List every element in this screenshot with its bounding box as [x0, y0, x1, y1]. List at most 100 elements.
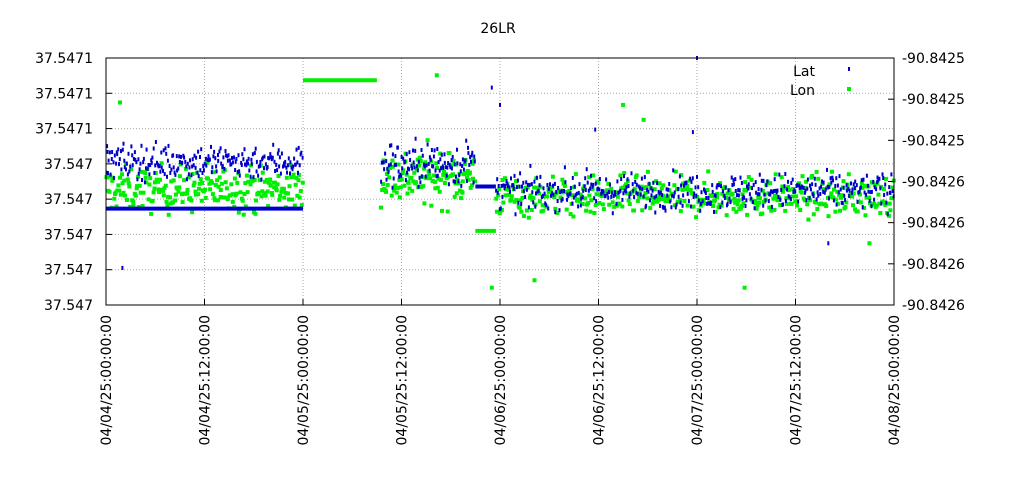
lon-point — [672, 203, 677, 208]
lat-point — [648, 181, 651, 186]
lat-point — [886, 191, 889, 196]
lat-point — [121, 147, 124, 152]
lon-point — [276, 174, 281, 178]
lat-point — [770, 204, 773, 209]
lat-point — [143, 180, 146, 185]
lat-point — [470, 153, 473, 158]
lat-point — [184, 159, 187, 164]
lat-point — [592, 182, 595, 187]
lat-point — [859, 185, 862, 190]
lat-point — [123, 158, 126, 163]
lat-point — [600, 191, 603, 196]
lat-point — [853, 186, 856, 190]
lat-point — [563, 165, 566, 170]
lon-point — [541, 208, 546, 213]
lon-point — [650, 195, 655, 200]
lon-point — [760, 211, 765, 216]
lon-point — [213, 198, 218, 203]
lat-point — [848, 188, 851, 193]
lon-point — [680, 187, 685, 192]
lon-point — [663, 199, 668, 204]
lat-point — [671, 193, 673, 198]
lat-point — [255, 169, 258, 174]
lat-point — [847, 186, 850, 191]
lon-point — [831, 195, 836, 200]
lat-point — [106, 144, 109, 149]
lat-point — [496, 177, 499, 182]
lat-point — [621, 197, 624, 202]
lat-point — [223, 166, 226, 171]
lat-point — [147, 163, 150, 167]
lon-point — [887, 201, 892, 206]
lat-point — [653, 195, 656, 200]
lat-point — [428, 168, 431, 173]
lat-point — [168, 164, 171, 168]
x-tick-label: 04/07/25:00:00:00 — [690, 315, 706, 445]
lat-point — [174, 172, 177, 177]
x-tick-label: 04/06/25:12:00:00 — [592, 315, 608, 445]
lat-point — [846, 188, 848, 193]
lat-point — [234, 168, 237, 172]
lat-point — [291, 167, 294, 172]
lat-point — [509, 189, 511, 194]
lat-point — [430, 148, 433, 152]
lat-point — [822, 180, 825, 185]
lon-point — [256, 190, 261, 195]
lat-point — [564, 180, 567, 185]
lon-point — [497, 187, 502, 192]
lat-point — [177, 166, 180, 171]
x-tick-label: 04/06/25:00:00:00 — [493, 315, 509, 445]
lon-point — [855, 209, 860, 214]
lon-point — [133, 193, 138, 198]
lon-point — [746, 175, 751, 179]
lon-point — [778, 203, 783, 207]
lon-point — [872, 183, 877, 188]
lon-point — [779, 175, 784, 180]
lat-point — [406, 170, 408, 175]
lon-point — [555, 211, 560, 215]
lon-point — [291, 172, 296, 177]
lon-point — [532, 185, 537, 190]
lon-point — [135, 184, 139, 189]
lat-point — [819, 192, 822, 196]
lat-point — [457, 179, 460, 184]
lat-point — [719, 205, 722, 209]
lat-point — [210, 170, 213, 175]
lat-point — [416, 168, 419, 173]
lat-point — [275, 162, 278, 167]
lon-point — [742, 285, 747, 290]
lon-point — [522, 214, 526, 219]
lat-point — [883, 193, 886, 197]
lat-point — [738, 188, 741, 193]
lat-point — [390, 143, 393, 148]
lon-point — [635, 198, 640, 203]
lat-point — [760, 187, 763, 192]
lat-point — [624, 189, 627, 194]
lat-point — [380, 179, 383, 184]
lat-point — [173, 170, 176, 175]
lon-point — [185, 188, 190, 192]
lat-point — [446, 165, 449, 170]
lat-point — [436, 173, 439, 178]
lat-point — [767, 199, 770, 204]
lon-point — [525, 185, 530, 190]
lat-point — [756, 192, 759, 197]
lon-point — [846, 172, 851, 177]
lon-point — [229, 182, 234, 187]
lat-point — [300, 150, 303, 155]
lat-point — [677, 194, 680, 199]
lat-point — [740, 181, 743, 185]
lon-point — [826, 214, 831, 219]
lon-point — [427, 171, 432, 176]
lat-point — [458, 173, 461, 178]
lon-point — [173, 192, 178, 197]
lat-point — [677, 187, 679, 191]
lon-point — [138, 190, 143, 195]
lat-point — [730, 175, 733, 180]
lat-point — [816, 190, 819, 195]
lat-point — [278, 164, 281, 169]
lat-point — [417, 184, 420, 189]
lat-point — [163, 172, 166, 177]
lat-point — [192, 163, 195, 168]
lon-point — [410, 188, 415, 193]
